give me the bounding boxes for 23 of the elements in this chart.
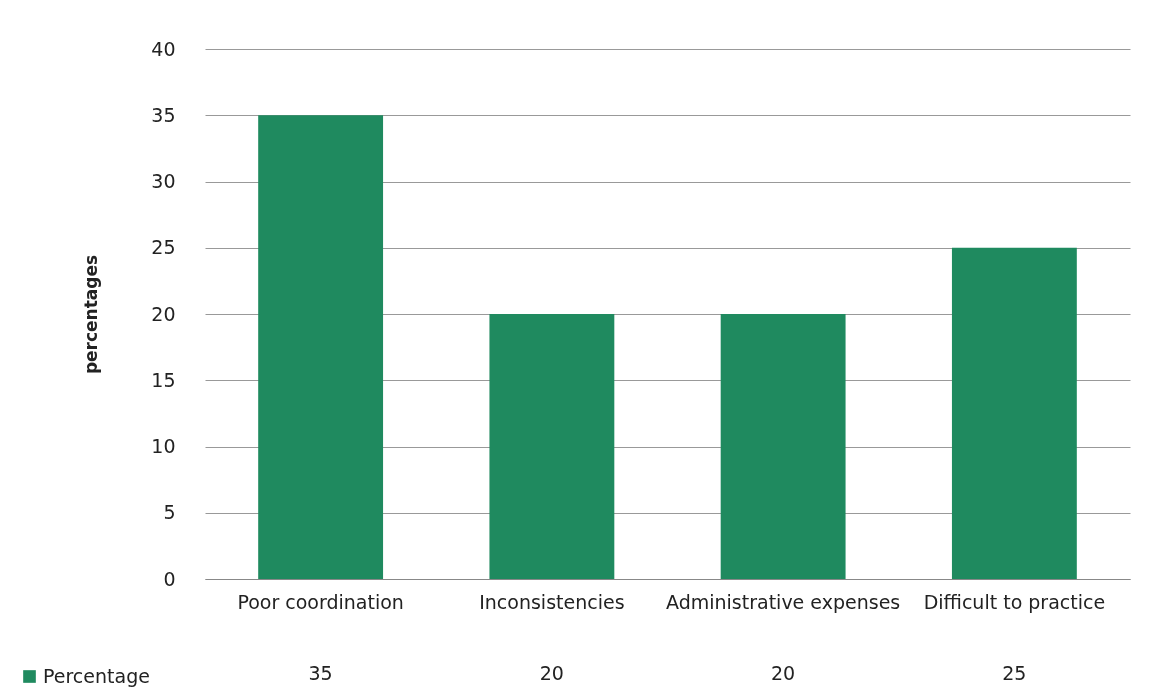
legend-label: Percentage [43,664,150,687]
y-axis-title: percentages [81,254,102,375]
data-label: 35 [308,662,333,684]
y-tick-label: 40 [151,37,176,60]
bar [720,314,846,579]
y-tick-label: 5 [163,501,176,524]
bar [489,314,615,579]
bar [258,115,384,579]
data-label: 25 [1002,662,1027,684]
bar [951,247,1077,579]
y-tick-label: 20 [151,302,176,325]
y-tick-label: 15 [151,368,176,391]
y-tick-label: 35 [151,103,176,126]
y-tick-label: 10 [151,435,176,457]
y-tick-label: 30 [151,170,176,192]
y-tick-label: 25 [151,236,176,259]
data-label: 20 [771,662,796,684]
data-label: 20 [539,662,564,684]
x-tick-label: Difficult to practice [923,590,1106,613]
x-tick-label: Administrative expenses [666,590,901,613]
y-tick-label: 0 [163,567,176,590]
x-tick-label: Poor coordination [237,590,404,613]
x-tick-label: Inconsistencies [479,590,625,613]
